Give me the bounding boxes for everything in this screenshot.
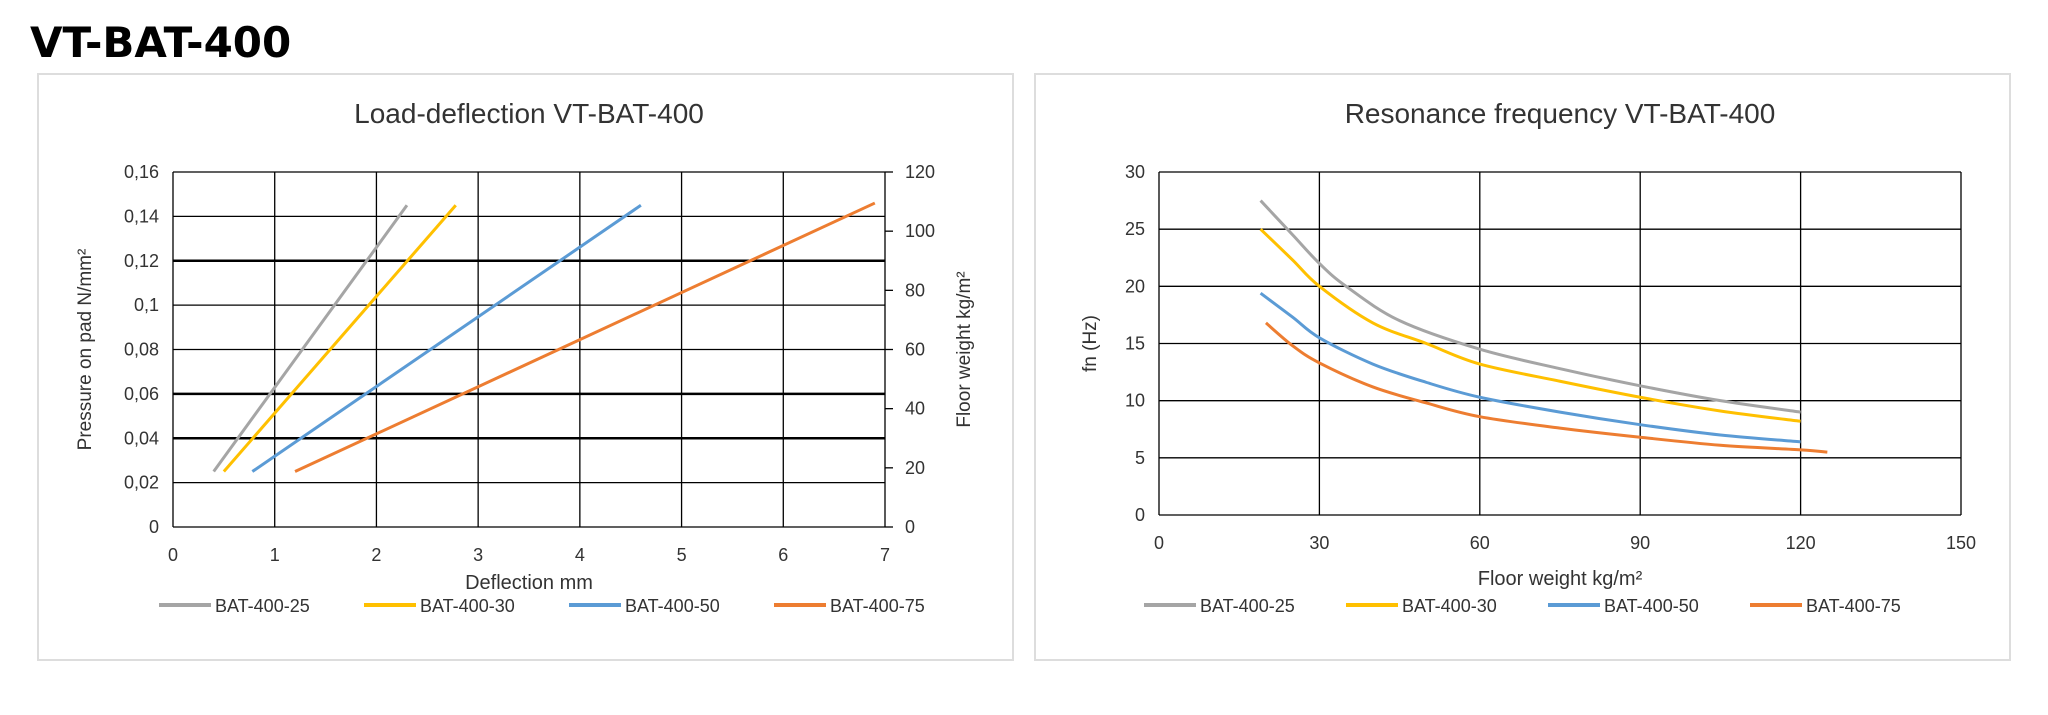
y-tick-label: 0,02 [124,473,159,493]
y-tick-label: 5 [1135,448,1145,468]
x-tick-label: 1 [270,545,280,565]
y-axis-label: fn (Hz) [1080,315,1101,372]
y-tick-label: 0,06 [124,384,159,404]
y-tick-label: 30 [1125,162,1145,182]
resonance-frequency-chart: Resonance frequency VT-BAT-400 0 30 60 90 120… [1080,98,1976,616]
y-axis-label: Pressure on pad N/mm² [75,249,96,451]
y2-tick-label: 120 [905,162,935,182]
x-tick-label: 150 [1946,533,1976,553]
x-tick-label: 60 [1470,533,1490,553]
series-line-bat-400-50 [251,204,642,473]
x-axis-label: Floor weight kg/m² [1478,568,1643,590]
y-tick-label: 0 [149,517,159,537]
y-tick-label: 0,04 [124,428,159,448]
x-tick-label: 90 [1630,533,1650,553]
series-line-bat-400-30 [1259,228,1801,423]
legend-label: BAT-400-25 [1200,596,1295,616]
series-line-bat-400-25 [212,204,409,473]
legend-label: BAT-400-50 [625,596,720,616]
x-tick-label: 6 [778,545,788,565]
y2-axis-label: Floor weight kg/m² [954,271,975,427]
load-deflection-chart-panel: Load-deflection VT-BAT-400 0 1 2 3 4 5 6 7 0 0,02 0… [37,73,1014,661]
legend-label: BAT-400-75 [830,596,925,616]
x-tick-label: 0 [1154,533,1164,553]
x-tick-label: 7 [880,545,890,565]
legend-label: BAT-400-30 [1402,596,1497,616]
x-tick-label: 0 [168,545,178,565]
y-tick-label: 25 [1125,219,1145,239]
legend-label: BAT-400-50 [1604,596,1699,616]
y-tick-label: 0,14 [124,206,159,226]
y2-tick-label: 80 [905,280,925,300]
legend-label: BAT-400-30 [420,596,515,616]
y2-tick-label: 20 [905,458,925,478]
series-line-bat-400-75 [1264,321,1828,454]
chart-title: Resonance frequency VT-BAT-400 [1345,98,1776,129]
y-tick-label: 0,16 [124,162,159,182]
x-tick-label: 3 [473,545,483,565]
y2-tick-label: 0 [905,517,915,537]
series-line-bat-400-50 [1259,291,1801,444]
page-title: VT-BAT-400 [30,18,292,67]
x-tick-label: 30 [1309,533,1329,553]
series-line-bat-400-25 [1259,199,1801,414]
legend-label: BAT-400-75 [1806,596,1901,616]
y-tick-label: 0,1 [134,295,159,315]
x-tick-label: 5 [677,545,687,565]
x-tick-label: 120 [1786,533,1816,553]
y2-tick-label: 100 [905,221,935,241]
legend-label: BAT-400-25 [215,596,310,616]
y-tick-label: 0,08 [124,340,159,360]
series-line-bat-400-75 [294,201,876,473]
y-tick-label: 10 [1125,391,1145,411]
resonance-frequency-chart-panel: Resonance frequency VT-BAT-400 0 30 60 90 120… [1034,73,2011,661]
y2-tick-label: 60 [905,340,925,360]
y-tick-label: 0,12 [124,251,159,271]
y-tick-label: 20 [1125,276,1145,296]
x-tick-label: 2 [371,545,381,565]
x-tick-label: 4 [575,545,585,565]
x-axis-label: Deflection mm [465,572,593,594]
series-line-bat-400-30 [222,204,457,473]
chart-title: Load-deflection VT-BAT-400 [354,98,704,129]
y-tick-label: 0 [1135,505,1145,525]
y2-tick-label: 40 [905,399,925,419]
y-tick-label: 15 [1125,334,1145,354]
